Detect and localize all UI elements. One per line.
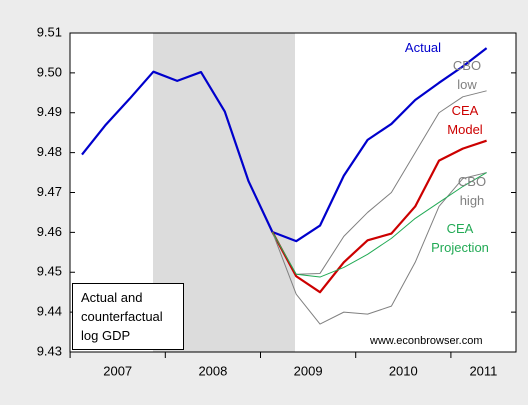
series-label: CEA Model [447, 103, 483, 137]
y-tick-label: 9.47 [37, 184, 62, 199]
y-tick-label: 9.43 [37, 343, 62, 358]
x-tick-label: 2009 [294, 363, 323, 378]
series-line [81, 47, 488, 243]
annotation-box: Actual and counterfactual log GDP [72, 283, 184, 350]
x-tick-label: 2007 [103, 363, 132, 378]
series-line [271, 139, 487, 294]
series-label: CBO high [457, 174, 487, 208]
y-tick-label: 9.45 [37, 264, 62, 279]
series-line [271, 172, 487, 325]
y-tick-label: 9.48 [37, 144, 62, 159]
y-tick-label: 9.51 [37, 24, 62, 39]
y-tick-label: 9.50 [37, 64, 62, 79]
x-tick-label: 2010 [389, 363, 418, 378]
series-label: Actual [404, 40, 442, 55]
series-label: CBO low [452, 58, 482, 92]
annotation: Actual and counterfactual log GDP [81, 290, 163, 343]
x-tick-label: 2008 [198, 363, 227, 378]
y-tick-label: 9.44 [37, 304, 62, 319]
source: www.econbrowser.com [370, 335, 483, 347]
y-tick-label: 9.49 [37, 104, 62, 119]
series-line [271, 90, 487, 275]
series-line [271, 172, 487, 278]
x-tick-label: 2011 [469, 363, 497, 378]
y-tick-label: 9.46 [37, 224, 62, 239]
series-label: CEA Projection [431, 221, 489, 255]
